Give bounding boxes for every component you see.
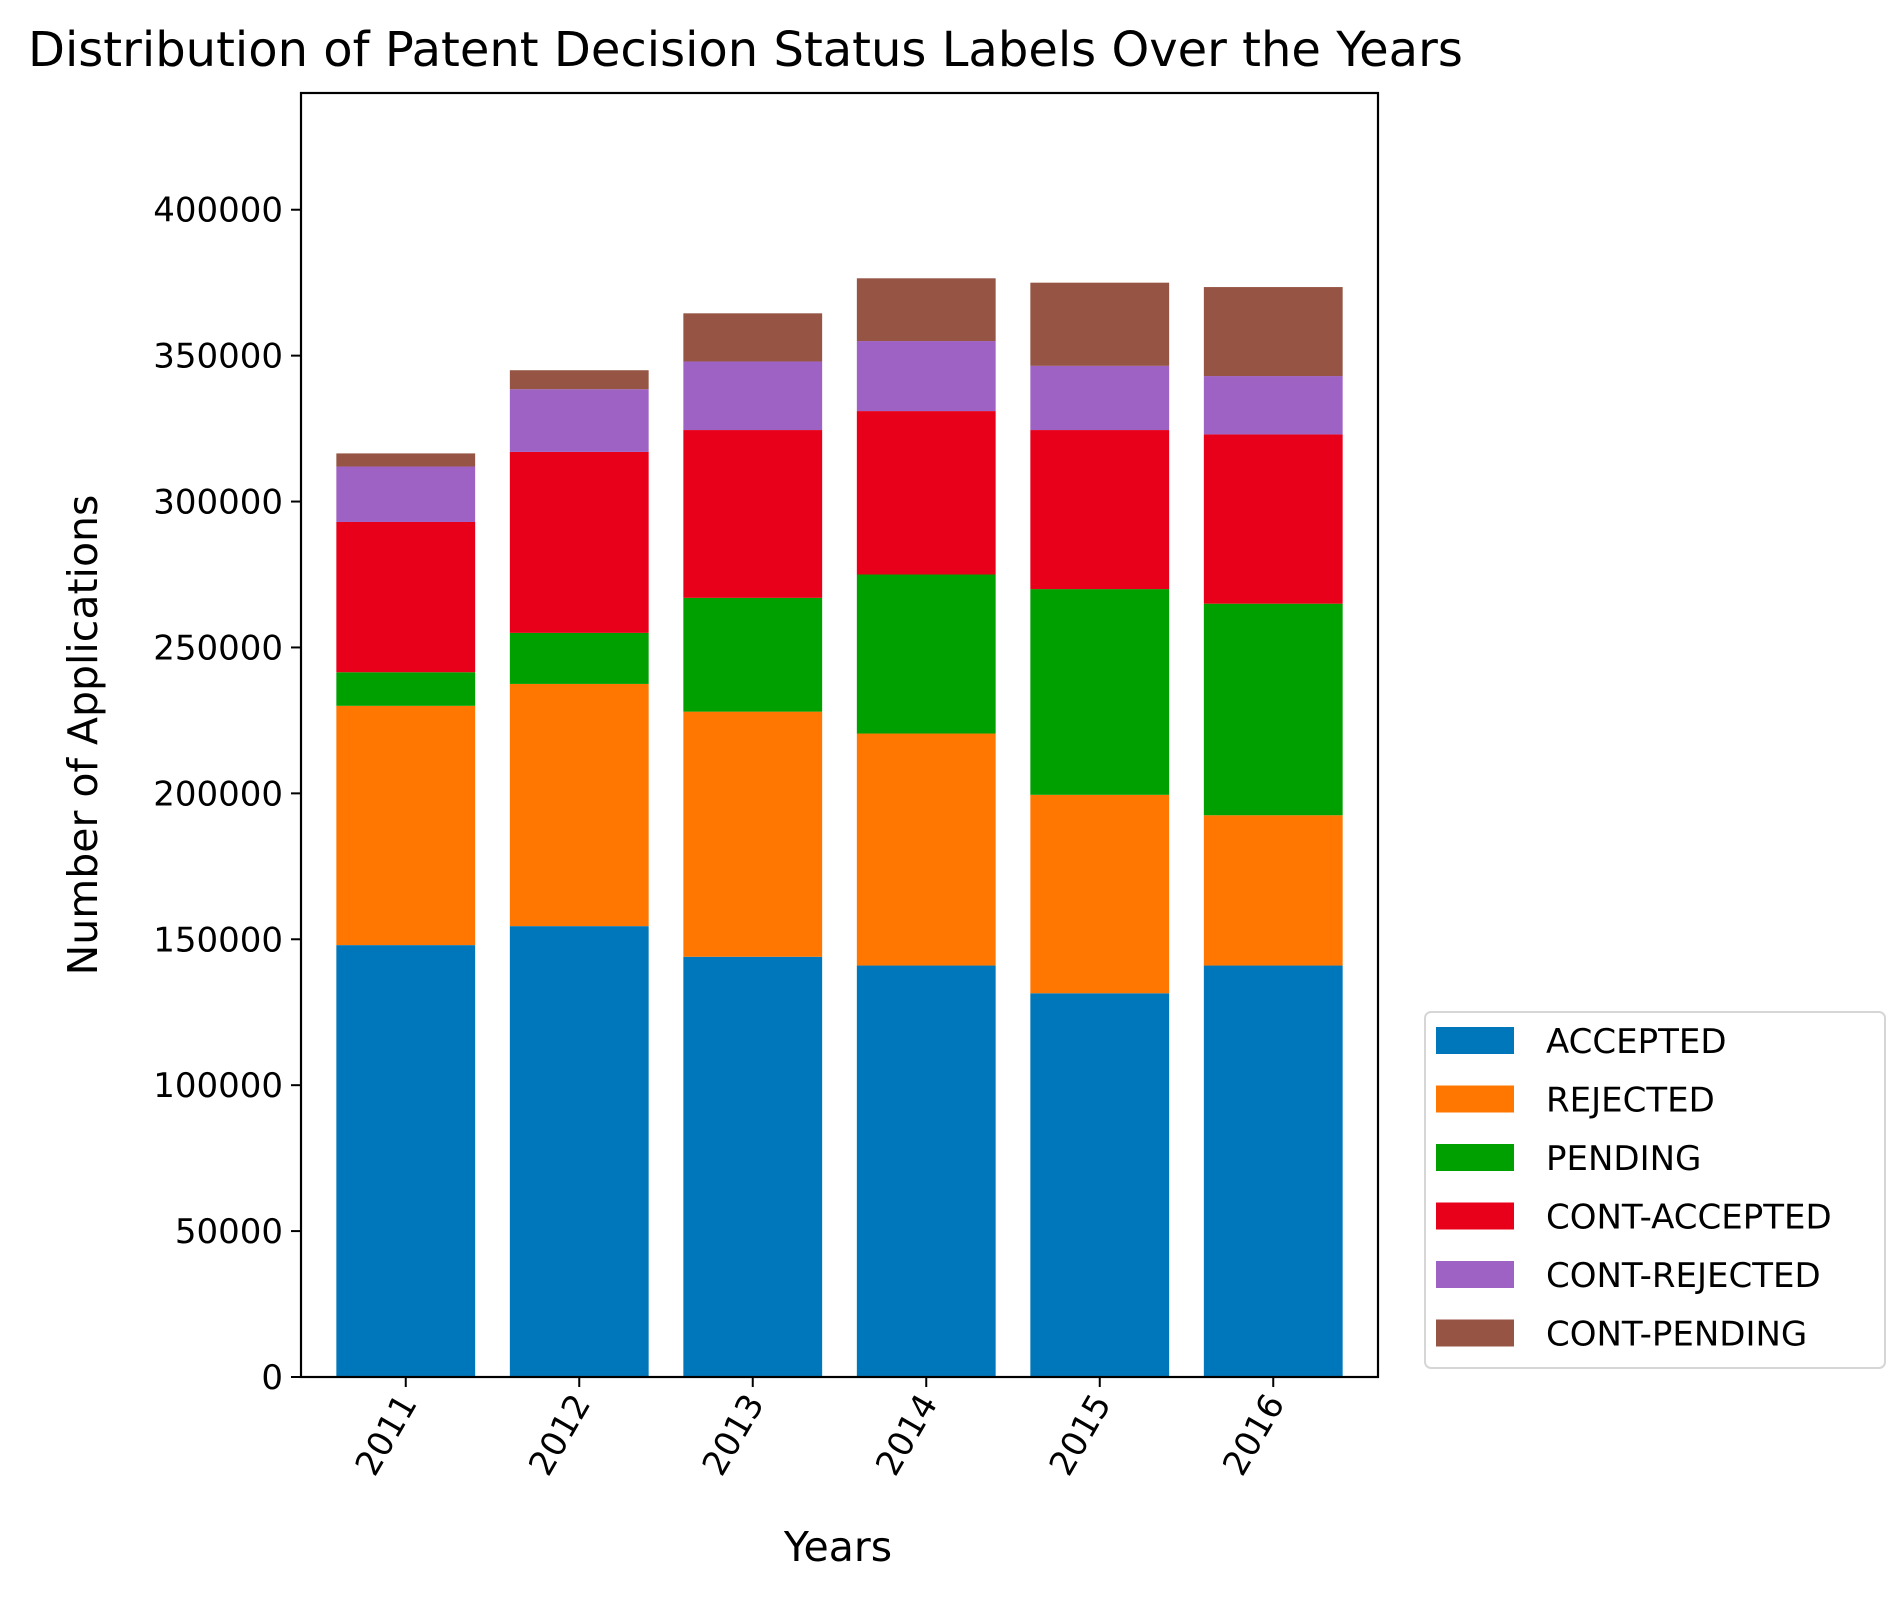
legend-swatch-cont-rejected [1436, 1261, 1514, 1288]
x-axis-label: Years [783, 1523, 892, 1571]
bar-cont-pending-2011 [336, 453, 476, 467]
plot-area [336, 278, 1343, 1377]
bar-cont-accepted-2016 [1203, 434, 1343, 604]
bar-cont-rejected-2016 [1203, 376, 1343, 435]
bar-pending-2013 [683, 597, 823, 712]
bar-cont-rejected-2015 [1030, 365, 1170, 431]
legend: ACCEPTED REJECTED PENDING CONT-ACCEPTED CONT… [1424, 1011, 1886, 1369]
legend-label-pending: PENDING [1546, 1139, 1701, 1179]
bar-cont-rejected-2012 [509, 389, 649, 452]
bar-cont-pending-2015 [1030, 282, 1170, 366]
plot-frame [299, 91, 1380, 1379]
bar-accepted-2013 [683, 956, 823, 1377]
y-axis: 0 50000 100000 150000 200000 250000 300000 3500… [153, 191, 301, 1398]
legend-swatch-pending [1436, 1144, 1514, 1171]
x-tick-label: 2016 [1215, 1388, 1293, 1483]
bar-cont-accepted-2014 [856, 411, 996, 575]
bar-accepted-2012 [509, 926, 649, 1377]
bar-cont-accepted-2013 [683, 430, 823, 598]
bar-cont-accepted-2011 [336, 521, 476, 673]
legend-label-cont-accepted: CONT-ACCEPTED [1546, 1198, 1832, 1238]
legend-frame [1424, 1011, 1886, 1369]
x-axis: 2011 2012 2013 2014 2015 2016 [348, 1377, 1293, 1482]
y-tick-label: 400000 [153, 191, 283, 231]
bar-rejected-2011 [336, 705, 476, 946]
y-tick-label: 50000 [175, 1212, 283, 1252]
y-tick-label: 0 [261, 1358, 283, 1398]
x-tick-label: 2015 [1042, 1388, 1120, 1483]
bar-pending-2015 [1030, 589, 1170, 795]
bar-rejected-2013 [683, 711, 823, 957]
x-tick-label: 2011 [348, 1388, 426, 1483]
bar-accepted-2016 [1203, 965, 1343, 1377]
chart-title: Distribution of Patent Decision Status L… [28, 22, 1463, 78]
x-tick-label: 2014 [868, 1388, 946, 1483]
bar-cont-pending-2013 [683, 313, 823, 362]
legend-swatch-cont-accepted [1436, 1202, 1514, 1230]
bar-cont-accepted-2012 [509, 451, 649, 633]
bar-accepted-2011 [336, 945, 476, 1377]
y-tick-label: 150000 [153, 920, 283, 960]
bar-cont-accepted-2015 [1030, 430, 1170, 590]
legend-swatch-accepted [1436, 1027, 1514, 1054]
bar-accepted-2015 [1030, 993, 1170, 1377]
bar-rejected-2015 [1030, 794, 1170, 994]
y-tick-label: 200000 [153, 774, 283, 814]
bar-pending-2012 [509, 632, 649, 684]
bar-pending-2011 [336, 672, 476, 706]
legend-swatch-cont-pending [1436, 1319, 1514, 1347]
bar-cont-pending-2014 [856, 278, 996, 342]
bar-cont-rejected-2014 [856, 341, 996, 412]
y-tick-label: 100000 [153, 1066, 283, 1106]
y-tick-label: 300000 [153, 483, 283, 523]
x-tick-label: 2012 [521, 1388, 599, 1483]
legend-swatch-rejected [1436, 1085, 1514, 1113]
bar-rejected-2016 [1203, 815, 1343, 966]
x-tick-label: 2013 [695, 1388, 773, 1483]
bar-pending-2014 [856, 574, 996, 734]
y-axis-label: Number of Applications [59, 495, 107, 976]
bar-rejected-2012 [509, 683, 649, 927]
y-tick-label: 350000 [153, 337, 283, 377]
bar-cont-pending-2012 [509, 370, 649, 390]
legend-label-cont-rejected: CONT-REJECTED [1546, 1256, 1821, 1296]
bar-cont-rejected-2013 [683, 361, 823, 431]
legend-label-cont-pending: CONT-PENDING [1546, 1315, 1807, 1355]
legend-label-accepted: ACCEPTED [1546, 1022, 1727, 1062]
bar-cont-pending-2016 [1203, 287, 1343, 377]
bar-cont-rejected-2011 [336, 466, 476, 522]
bar-rejected-2014 [856, 733, 996, 966]
legend-label-rejected: REJECTED [1546, 1081, 1715, 1121]
bar-accepted-2014 [856, 965, 996, 1377]
bar-pending-2016 [1203, 603, 1343, 816]
y-tick-label: 250000 [153, 628, 283, 668]
